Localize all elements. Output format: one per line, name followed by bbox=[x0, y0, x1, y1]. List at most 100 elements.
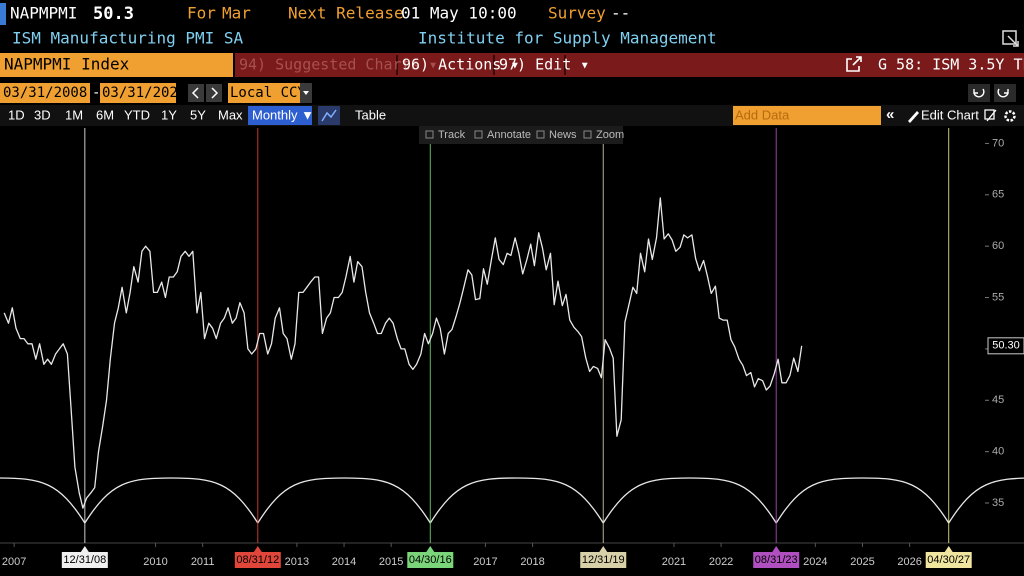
period-button[interactable]: 5Y bbox=[190, 107, 206, 122]
next-button[interactable] bbox=[206, 84, 222, 102]
release-label: Next Release bbox=[288, 4, 404, 23]
tool-icon bbox=[425, 130, 434, 139]
icon-arrow bbox=[1007, 35, 1019, 47]
tool-button[interactable]: Track bbox=[438, 129, 466, 141]
x-tick-label: 2024 bbox=[803, 556, 827, 568]
redo-icon bbox=[997, 88, 1009, 98]
dropdown-arrow bbox=[303, 91, 309, 95]
marker-label-box bbox=[580, 552, 627, 568]
y-tick-label: 45 bbox=[992, 394, 1004, 406]
marker-label: 04/30/16 bbox=[409, 554, 452, 566]
y-tick-label: 70 bbox=[992, 137, 1004, 149]
x-tick-label: 2021 bbox=[662, 556, 686, 568]
marker-label: 12/31/08 bbox=[63, 554, 106, 566]
edit-chart[interactable]: Edit Chart bbox=[921, 107, 979, 122]
y-tick-label: 40 bbox=[992, 446, 1004, 458]
x-tick-label: 2026 bbox=[897, 556, 921, 568]
y-tick-label: 55 bbox=[992, 291, 1004, 303]
period-buttons: 1D 3D 1M 6M YTD 1Y 5Y Max bbox=[8, 107, 243, 122]
marker-label-box bbox=[234, 552, 281, 568]
chart-name[interactable]: G 58: ISM 3.5Y TEC bbox=[878, 56, 1024, 74]
x-tick-label: 2013 bbox=[285, 556, 309, 568]
menu-item[interactable]: 96) Actions ▾ bbox=[402, 56, 519, 74]
x-tick-label: 2018 bbox=[520, 556, 544, 568]
marker-label: 08/31/12 bbox=[236, 554, 279, 566]
y-tick-label: 60 bbox=[992, 240, 1004, 252]
chart: 3540455055606570200720102011201320142015… bbox=[0, 128, 1024, 568]
x-tick-label: 2014 bbox=[332, 556, 356, 568]
period-button[interactable]: 1Y bbox=[161, 107, 177, 122]
marker-label: 04/30/27 bbox=[927, 554, 970, 566]
survey: -- bbox=[611, 4, 630, 23]
security: NAPMPMI Index bbox=[4, 55, 130, 74]
popout-icon[interactable] bbox=[1002, 30, 1019, 47]
marker-pointer bbox=[599, 546, 608, 552]
currency-field[interactable] bbox=[228, 83, 300, 103]
x-tick-label: 2022 bbox=[709, 556, 733, 568]
survey-label: Survey bbox=[548, 4, 606, 23]
active-marker bbox=[0, 3, 6, 25]
last-value-box bbox=[987, 337, 1024, 355]
frequency: Monthly ▼ bbox=[252, 107, 314, 122]
tool-button[interactable]: News bbox=[549, 129, 577, 141]
marker-pointer bbox=[944, 546, 953, 552]
source: Institute for Supply Management bbox=[418, 29, 717, 48]
x-tick-label: 2011 bbox=[191, 556, 215, 568]
period-button[interactable]: 3D bbox=[34, 107, 51, 122]
undo-icon bbox=[973, 88, 985, 98]
marker-pointer bbox=[426, 546, 435, 552]
undo-button[interactable] bbox=[968, 84, 990, 102]
end-date: 03/31/2024 bbox=[102, 85, 186, 101]
prev-arrow bbox=[191, 87, 199, 99]
release-time: 01 May 10:00 bbox=[401, 4, 517, 23]
icon-frame bbox=[1002, 30, 1017, 45]
frequency-button[interactable] bbox=[248, 106, 312, 125]
x-tick-label: 2015 bbox=[379, 556, 403, 568]
chart-type-icon bbox=[321, 109, 337, 122]
pmi-line bbox=[3, 197, 803, 509]
annotate-icon[interactable] bbox=[984, 109, 997, 122]
period-button[interactable]: 1M bbox=[65, 107, 83, 122]
marker-pointer bbox=[253, 546, 262, 552]
menu-bar bbox=[235, 53, 1024, 77]
x-tick-label: 2007 bbox=[2, 556, 26, 568]
currency: Local CCY bbox=[230, 85, 306, 101]
tool-icon bbox=[536, 130, 545, 139]
security-name: ISM Manufacturing PMI SA bbox=[12, 29, 244, 48]
period-button[interactable]: Max bbox=[218, 107, 243, 122]
add-data-field[interactable] bbox=[733, 106, 881, 125]
period-button[interactable]: YTD bbox=[124, 107, 150, 122]
tool-button[interactable]: Annotate bbox=[487, 129, 531, 141]
chart-tools: Track Annotate News Zoom bbox=[425, 129, 624, 141]
period-button[interactable]: 6M bbox=[96, 107, 114, 122]
marker-label-box bbox=[407, 552, 454, 568]
marker-pointer bbox=[772, 546, 781, 552]
prev-button[interactable] bbox=[188, 84, 204, 102]
x-tick-label: 2017 bbox=[473, 556, 497, 568]
period-button[interactable]: 1D bbox=[8, 107, 25, 122]
last-value-label: 50.30 bbox=[992, 340, 1020, 352]
settings-icon[interactable] bbox=[1004, 110, 1016, 122]
cycle-arcs bbox=[0, 477, 1024, 524]
table-button[interactable]: Table bbox=[355, 107, 386, 122]
end-date-field[interactable] bbox=[100, 83, 176, 103]
tool-icon bbox=[474, 130, 483, 139]
x-tick-label: 2025 bbox=[850, 556, 874, 568]
menu-item[interactable]: 97) Edit ▾ bbox=[499, 56, 589, 74]
next-arrow bbox=[211, 87, 219, 99]
period: Mar bbox=[222, 4, 251, 23]
chart-tools-bar bbox=[419, 126, 623, 144]
menu-item[interactable]: 94) Suggested Charts ▾ bbox=[239, 56, 438, 74]
tool-button[interactable]: Zoom bbox=[596, 129, 624, 141]
start-date-field[interactable] bbox=[0, 83, 90, 103]
marker-label: 12/31/19 bbox=[582, 554, 625, 566]
y-tick-label: 65 bbox=[992, 189, 1004, 201]
security-field[interactable] bbox=[0, 53, 233, 77]
range-separator: - bbox=[92, 85, 100, 101]
x-tick-label: 2010 bbox=[143, 556, 167, 568]
collapse-icon[interactable]: « bbox=[886, 106, 894, 123]
tool-icon bbox=[583, 130, 592, 139]
add-data: Add Data bbox=[735, 107, 790, 122]
